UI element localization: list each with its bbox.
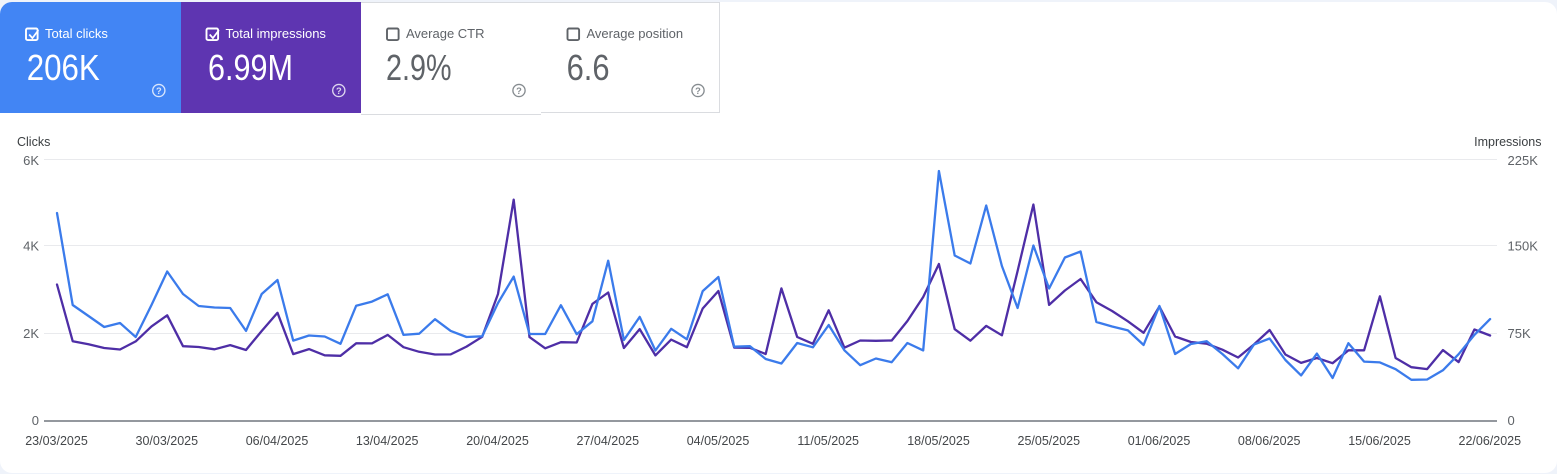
svg-text:13/04/2025: 13/04/2025 [356, 434, 419, 448]
svg-text:04/05/2025: 04/05/2025 [687, 434, 750, 448]
svg-text:?: ? [156, 86, 162, 96]
svg-text:11/05/2025: 11/05/2025 [797, 434, 859, 448]
svg-text:?: ? [695, 86, 701, 96]
svg-text:0: 0 [32, 413, 39, 428]
svg-text:20/04/2025: 20/04/2025 [466, 434, 529, 448]
svg-text:206K: 206K [27, 47, 100, 88]
svg-text:30/03/2025: 30/03/2025 [136, 434, 199, 448]
svg-text:2.9%: 2.9% [386, 47, 452, 88]
svg-text:25/05/2025: 25/05/2025 [1018, 434, 1081, 448]
svg-text:225K: 225K [1508, 153, 1539, 168]
svg-text:15/06/2025: 15/06/2025 [1348, 434, 1411, 448]
svg-text:27/04/2025: 27/04/2025 [577, 434, 640, 448]
svg-text:23/03/2025: 23/03/2025 [25, 434, 88, 448]
svg-text:01/06/2025: 01/06/2025 [1128, 434, 1191, 448]
svg-text:?: ? [516, 86, 522, 96]
svg-text:2K: 2K [23, 326, 39, 341]
svg-text:75K: 75K [1508, 326, 1531, 341]
svg-text:08/06/2025: 08/06/2025 [1238, 434, 1301, 448]
svg-text:Impressions: Impressions [1474, 135, 1541, 149]
svg-text:150K: 150K [1508, 238, 1539, 253]
svg-text:6.6: 6.6 [567, 47, 610, 88]
svg-text:Clicks: Clicks [17, 135, 50, 149]
svg-text:?: ? [336, 86, 342, 96]
svg-text:4K: 4K [23, 238, 39, 253]
svg-text:22/06/2025: 22/06/2025 [1459, 434, 1522, 448]
svg-text:06/04/2025: 06/04/2025 [246, 434, 309, 448]
svg-text:6K: 6K [23, 153, 39, 168]
svg-text:0: 0 [1508, 413, 1515, 428]
svg-text:18/05/2025: 18/05/2025 [907, 434, 970, 448]
svg-text:6.99M: 6.99M [208, 47, 293, 88]
